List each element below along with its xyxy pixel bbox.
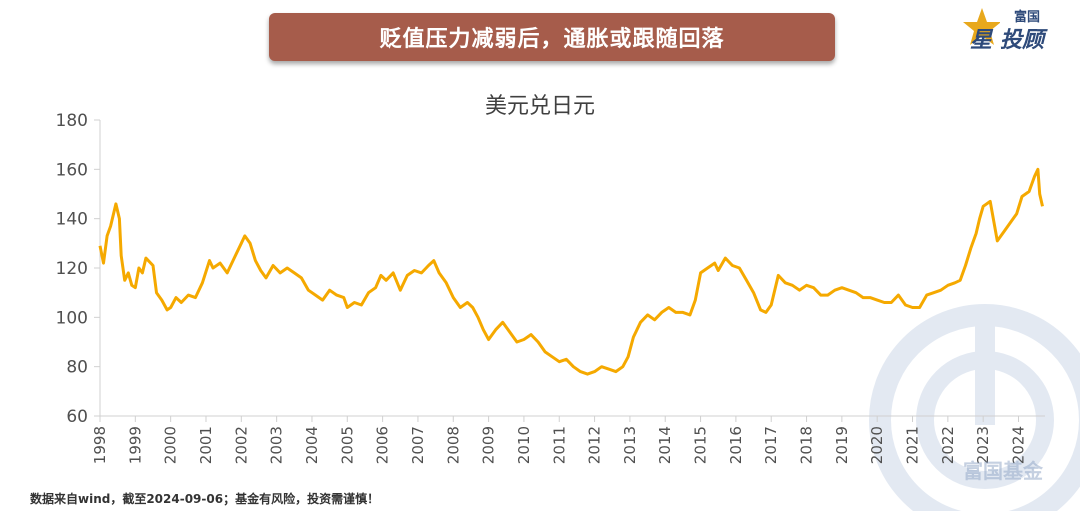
logo-star-text: 星 (970, 28, 993, 53)
y-tick-label: 120 (56, 259, 88, 279)
x-tick-label: 2008 (444, 426, 462, 464)
title-banner: 贬值压力减弱后，通胀或跟随回落 (269, 13, 835, 61)
x-tick-label: 2023 (974, 426, 992, 464)
x-tick-label: 2015 (692, 426, 710, 464)
x-tick-label: 2016 (727, 426, 745, 464)
x-tick-label: 1999 (126, 426, 144, 464)
x-tick-label: 2004 (303, 426, 321, 464)
x-tick-label: 2017 (762, 426, 780, 464)
y-tick-label: 180 (56, 111, 88, 131)
x-tick-label: 2010 (515, 426, 533, 464)
x-tick-label: 2013 (621, 426, 639, 464)
y-tick-label: 140 (56, 210, 88, 230)
banner-title: 贬值压力减弱后，通胀或跟随回落 (379, 27, 725, 52)
x-axis: 1998 1999 2000 2001 2002 2003 2004 2005 2006 2007… (91, 415, 1045, 464)
x-tick-label: 2007 (409, 426, 427, 464)
y-axis: 60 80 100 120 140 160 180 (56, 111, 101, 427)
x-tick-label: 2019 (833, 426, 851, 464)
logo-small-text: 富国 (1014, 10, 1041, 25)
x-tick-label: 2002 (232, 426, 250, 464)
logo-main-text: 投顾 (1000, 28, 1045, 53)
chart-title: 美元兑日元 (484, 94, 595, 119)
series-line (98, 167, 1044, 376)
brand-logo: 富国 星 投顾 (960, 4, 1072, 54)
x-tick-label: 2022 (939, 426, 957, 464)
x-tick-label: 1998 (91, 426, 109, 464)
x-tick-label: 2009 (480, 426, 498, 464)
x-tick-label: 2006 (374, 426, 392, 464)
x-tick-label: 2011 (550, 426, 568, 464)
y-tick-label: 80 (66, 358, 88, 378)
x-tick-label: 2001 (197, 426, 215, 464)
y-tick-label: 160 (56, 160, 88, 180)
watermark-logo (869, 304, 1080, 511)
x-tick-label: 2024 (1010, 426, 1028, 464)
x-tick-label: 2005 (338, 426, 356, 464)
source-note: 数据来自wind，截至2024-09-06；基金有风险，投资需谨慎！ (30, 492, 380, 506)
x-tick-label: 2018 (798, 426, 816, 464)
x-tick-label: 2012 (586, 426, 604, 464)
star-icon (963, 8, 1000, 45)
y-tick-label: 100 (56, 308, 88, 328)
x-tick-label: 2014 (656, 426, 674, 464)
x-tick-label: 2020 (868, 426, 886, 464)
watermark-text: 富国基金 (963, 459, 1043, 483)
x-tick-label: 2021 (904, 426, 922, 464)
y-tick-label: 60 (66, 407, 88, 427)
x-tick-label: 2000 (162, 426, 180, 464)
x-tick-label: 2003 (268, 426, 286, 464)
